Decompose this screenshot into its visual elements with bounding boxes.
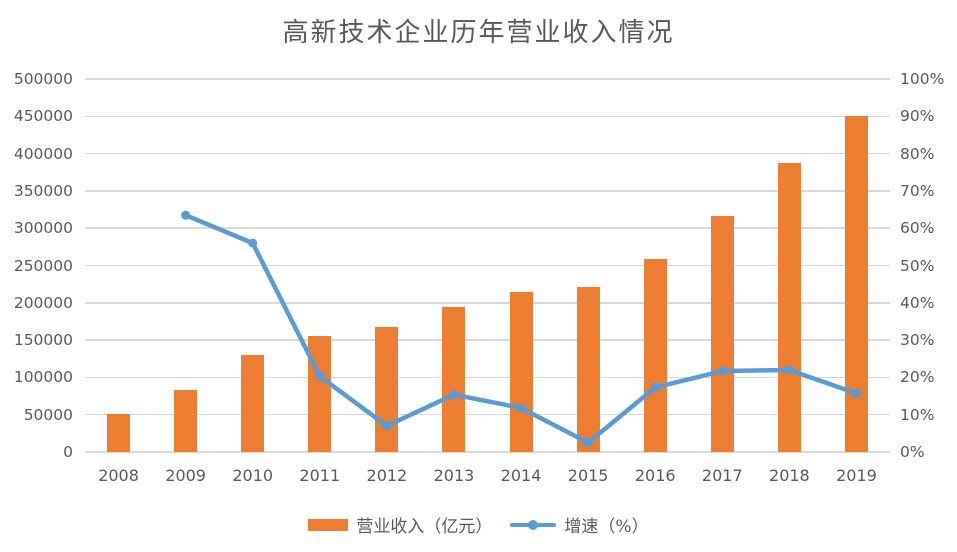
gridline	[85, 264, 890, 267]
y-axis-tick-right: 10%	[900, 405, 935, 424]
x-axis-label-2019: 2019	[836, 466, 877, 485]
legend: 营业收入（亿元） 增速（%）	[0, 512, 957, 537]
line-marker-2019	[851, 388, 861, 398]
line-marker-2017	[717, 366, 727, 376]
y-axis-tick-left: 100000	[13, 368, 73, 387]
legend-item-revenue: 营业收入（亿元）	[308, 512, 492, 537]
y-axis-tick-right: 80%	[900, 144, 935, 163]
bar-2013	[442, 307, 466, 452]
bar-2018	[777, 162, 801, 452]
legend-line-swatch-icon	[510, 519, 557, 530]
y-axis-tick-right: 40%	[900, 293, 935, 312]
y-axis-tick-left: 150000	[13, 331, 73, 350]
x-axis-label-2009: 2009	[165, 466, 206, 485]
bar-2017	[710, 215, 734, 452]
x-axis-label-2008: 2008	[98, 466, 139, 485]
gridline	[85, 78, 890, 80]
growth-line-layer	[181, 210, 861, 448]
y-axis-tick-left: 400000	[13, 144, 73, 163]
gridline	[85, 451, 890, 453]
y-axis-tick-left: 300000	[13, 219, 73, 238]
gridline	[85, 152, 890, 155]
x-axis-label-2014: 2014	[500, 466, 542, 485]
y-axis-tick-right: 90%	[900, 107, 935, 126]
legend-item-growth: 增速（%）	[510, 512, 649, 537]
legend-bar-swatch-icon	[308, 518, 349, 531]
line-marker-2010	[248, 238, 258, 248]
y-axis-tick-left: 0	[63, 443, 73, 461]
y-axis-tick-right: 70%	[900, 181, 935, 200]
bar-2010	[241, 355, 265, 452]
line-marker-2018	[784, 365, 794, 375]
y-axis-tick-right: 50%	[900, 256, 935, 275]
legend-bar-label: 营业收入（亿元）	[356, 517, 493, 537]
x-axis-label-2012: 2012	[366, 466, 408, 485]
bar-2015	[576, 287, 600, 452]
line-marker-2011	[315, 371, 325, 381]
gridline	[85, 376, 890, 379]
gridline	[85, 302, 890, 304]
line-marker-2014	[516, 403, 526, 413]
y-axis-tick-left: 50000	[23, 405, 73, 424]
gridline	[85, 190, 890, 192]
gridline	[85, 227, 890, 229]
y-axis-tick-right: 20%	[900, 368, 935, 387]
bar-2019	[844, 116, 868, 452]
bar-2016	[643, 258, 667, 452]
x-axis-label-2016: 2016	[634, 466, 676, 485]
x-axis-label-2013: 2013	[433, 466, 475, 485]
y-axis-tick-left: 200000	[13, 293, 73, 312]
legend-line-label: 增速（%）	[564, 517, 649, 537]
y-axis-tick-right: 60%	[900, 219, 935, 238]
x-axis-label-2015: 2015	[567, 466, 609, 485]
gridline	[85, 413, 890, 416]
gridline	[85, 339, 890, 341]
line-marker-2012	[382, 421, 392, 431]
line-marker-2015	[583, 438, 593, 448]
y-axis-tick-left: 350000	[13, 181, 73, 200]
x-axis-label-2018: 2018	[769, 466, 810, 485]
x-axis-label-2010: 2010	[232, 466, 274, 485]
y-axis-tick-right: 100%	[900, 70, 945, 88]
y-axis-tick-right: 30%	[900, 331, 935, 350]
bar-2009	[174, 390, 198, 452]
x-axis-label-2011: 2011	[299, 466, 341, 485]
line-marker-2013	[449, 390, 459, 400]
gridline	[85, 115, 890, 118]
y-axis-tick-left: 450000	[13, 107, 73, 126]
y-axis-tick-left: 500000	[13, 70, 73, 88]
y-axis-tick-left: 250000	[13, 256, 73, 275]
bar-2008	[107, 413, 131, 452]
y-axis-tick-right: 0%	[900, 443, 925, 461]
chart-title: 高新技术企业历年营业收入情况	[282, 18, 675, 48]
line-marker-2016	[650, 382, 660, 392]
line-marker-2009	[181, 210, 191, 220]
plot-area: 0 0% 50000 10% 100000 20% 150000 30% 200000 40% 25…	[14, 70, 945, 485]
x-axis-label-2017: 2017	[701, 466, 743, 485]
